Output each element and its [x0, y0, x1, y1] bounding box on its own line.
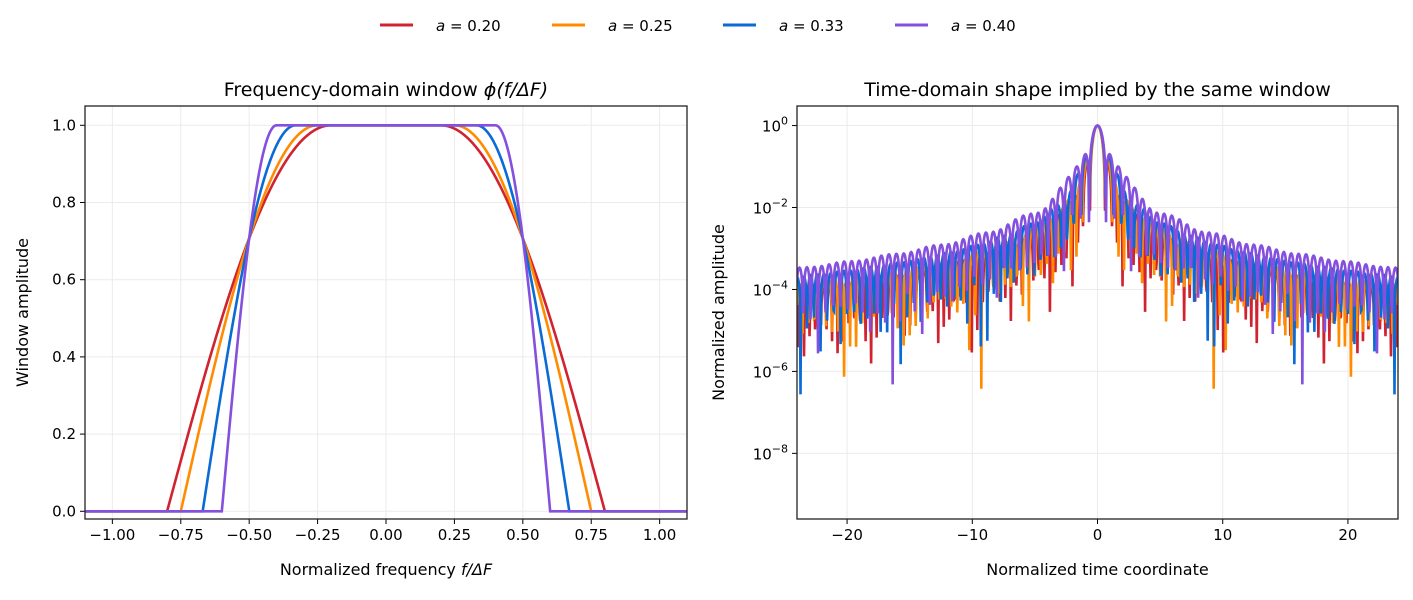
y-tick-label: 10−4 — [753, 278, 788, 299]
legend-value: = 0.25 — [617, 17, 673, 35]
y-tick-label: 10−8 — [753, 442, 788, 463]
axes-frame — [84, 105, 688, 520]
tick-base: 10 — [753, 445, 772, 463]
x-tick-label: 0.00 — [369, 526, 402, 544]
tick-exponent: −6 — [772, 360, 788, 373]
y-axis-label: Normalized amplitude — [709, 224, 728, 401]
legend-entry: a = 0.25 — [552, 17, 673, 35]
legend-var: a — [779, 17, 788, 35]
chart-title: Time-domain shape implied by the same wi… — [863, 79, 1331, 101]
y-tick-label: 1.0 — [52, 116, 76, 134]
y-tick-label: 100 — [762, 115, 788, 136]
xlabel-text: Normalized frequency — [280, 560, 461, 579]
tick-exponent: −8 — [772, 442, 788, 455]
x-tick-label: 0.25 — [438, 526, 471, 544]
tick-exponent: 0 — [781, 115, 788, 128]
right-axes: −20 −10 0 10 2010010−210−410−610−8Time-domai… — [709, 79, 1399, 579]
tick-base: 10 — [753, 281, 772, 299]
y-tick-label: 0.2 — [52, 425, 76, 443]
legend-label: a = 0.33 — [779, 17, 844, 35]
x-tick-label: 0.50 — [506, 526, 539, 544]
tick-exponent: −2 — [772, 197, 788, 210]
legend-label: a = 0.20 — [436, 17, 501, 35]
x-axis-label: Normalized frequency f/ΔF — [280, 560, 493, 579]
x-tick-label: −0.50 — [226, 526, 272, 544]
y-axis-label: Window amplitude — [13, 238, 32, 387]
x-tick-label: 1.00 — [643, 526, 676, 544]
chart-title: Frequency-domain window ϕ(f/ΔF) — [224, 79, 548, 101]
legend-value: = 0.20 — [445, 17, 501, 35]
legend-var: a — [436, 17, 445, 35]
axes-frame — [796, 105, 1399, 520]
tick-base: 10 — [762, 118, 781, 136]
legend-label: a = 0.25 — [608, 17, 673, 35]
y-tick-label: 0.6 — [52, 271, 76, 289]
x-axis-label: Normalized time coordinate — [986, 560, 1208, 579]
legend-value: = 0.40 — [960, 17, 1016, 35]
x-tick-label: 0.75 — [575, 526, 608, 544]
x-tick-label: −0.75 — [158, 526, 204, 544]
title-text: Frequency-domain window — [224, 79, 484, 101]
x-tick-label: 10 — [1213, 526, 1232, 544]
y-tick-label: 0.0 — [52, 502, 76, 520]
x-tick-label: 20 — [1338, 526, 1357, 544]
series-line-a-0.4 — [797, 124, 1398, 385]
series-line-a-0.4 — [85, 124, 687, 513]
x-tick-label: −0.25 — [295, 526, 341, 544]
xlabel-math: f/ΔF — [461, 560, 493, 579]
legend-entry: a = 0.40 — [895, 17, 1016, 35]
y-tick-label: 10−6 — [753, 360, 788, 381]
y-tick-label: 0.8 — [52, 193, 76, 211]
y-tick-label: 10−2 — [753, 197, 788, 218]
legend-value: = 0.33 — [788, 17, 844, 35]
legend-label: a = 0.40 — [951, 17, 1016, 35]
tick-base: 10 — [753, 363, 772, 381]
x-tick-label: −20 — [831, 526, 863, 544]
legend-entry: a = 0.33 — [723, 17, 844, 35]
title-math: ϕ(f/ΔF) — [484, 79, 548, 101]
legend-var: a — [608, 17, 617, 35]
tick-exponent: −4 — [772, 278, 788, 291]
tick-base: 10 — [753, 200, 772, 218]
x-tick-label: 0 — [1093, 526, 1103, 544]
legend-var: a — [951, 17, 960, 35]
x-tick-label: −1.00 — [89, 526, 135, 544]
left-axes: −1.00 −0.75 −0.50 −0.25 0.00 0.25 0.50 0.75 1.00… — [13, 79, 688, 579]
y-tick-label: 0.4 — [52, 348, 76, 366]
legend-entry: a = 0.20 — [380, 17, 501, 35]
x-tick-label: −10 — [956, 526, 988, 544]
